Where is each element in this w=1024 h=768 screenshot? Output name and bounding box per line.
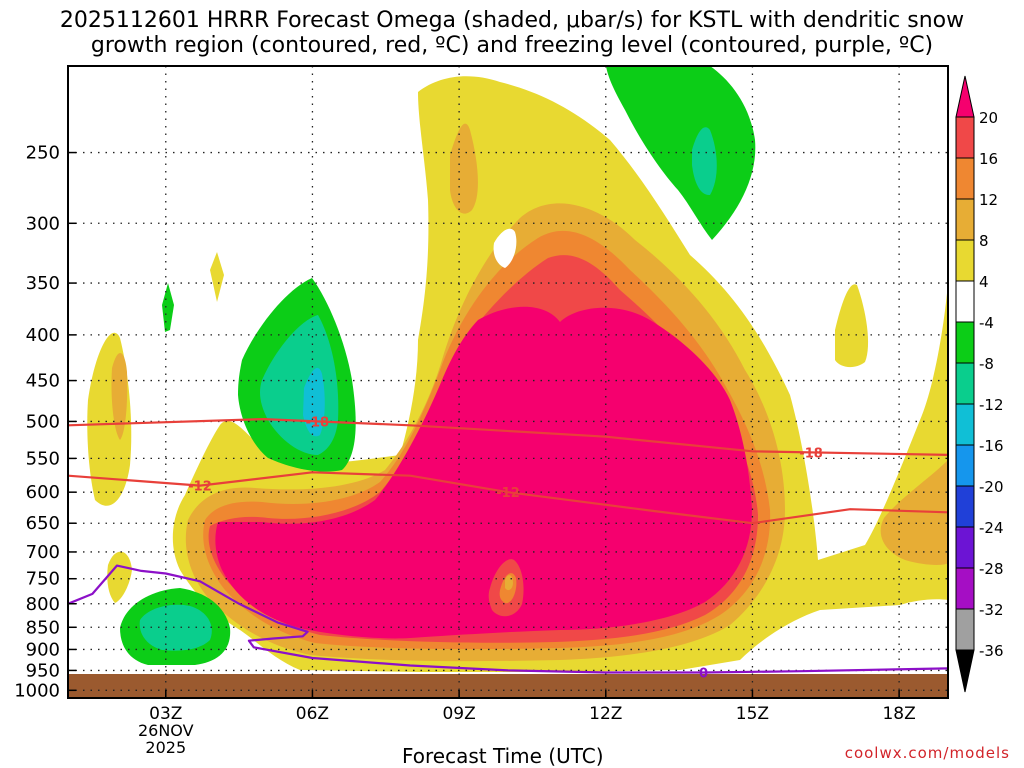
colorbar-label-11: -28 <box>979 560 1004 578</box>
colorbar: 20 16 12 8 4 -4 -8 -12 -16 -20 -24 -28 -32 -36 <box>955 75 1004 693</box>
colorbar-label-1: 16 <box>979 150 998 168</box>
contour-dendritic-minus18 <box>67 418 949 456</box>
contour-label-dendritic-minus12-0: -12 <box>188 480 212 495</box>
colorbar-swatch-2 <box>955 198 975 241</box>
x-axis-title: Forecast Time (UTC) <box>402 744 604 768</box>
colorbar-swatch-12 <box>955 608 975 651</box>
y-axis: 2503003504004505005506006507007508008509… <box>14 143 76 701</box>
x-tick-label-06Z: 06Z <box>296 704 329 724</box>
chart-title-line-2: growth region (contoured, red, ºC) and f… <box>90 33 934 58</box>
y-tick-label-950: 950 <box>26 660 60 681</box>
site-credit[interactable]: coolwx.com/models <box>844 744 1010 762</box>
y-tick-label-400: 400 <box>26 325 60 346</box>
colorbar-top-arrow <box>955 75 975 118</box>
colorbar-label-9: -20 <box>979 478 1004 496</box>
colorbar-swatch-4 <box>955 280 975 323</box>
y-tick-label-550: 550 <box>26 448 60 469</box>
colorbar-label-4: 4 <box>979 273 989 291</box>
colorbar-label-8: -16 <box>979 437 1004 455</box>
y-tick-label-700: 700 <box>26 542 60 563</box>
omega-fill-sub-features <box>488 228 524 617</box>
y-tick-label-500: 500 <box>26 411 60 432</box>
x-tick-label-12Z: 12Z <box>589 704 622 724</box>
colorbar-swatch-0 <box>955 116 975 159</box>
colorbar-swatch-6 <box>955 362 975 405</box>
x-date-label-0: 26NOV <box>138 721 194 740</box>
colorbar-label-0: 20 <box>979 109 998 127</box>
y-tick-label-900: 900 <box>26 639 60 660</box>
contour-label-dendritic-minus18-1: -18 <box>799 446 823 461</box>
colorbar-label-3: 8 <box>979 232 989 250</box>
colorbar-label-7: -12 <box>979 396 1004 414</box>
y-tick-label-650: 650 <box>26 513 60 534</box>
colorbar-label-13: -36 <box>979 642 1004 660</box>
x-tick-label-03Z: 03Z <box>149 704 182 724</box>
colorbar-label-12: -32 <box>979 601 1004 619</box>
contour-freezing-level-0C <box>67 564 949 674</box>
colorbar-swatch-8 <box>955 444 975 487</box>
colorbar-swatch-1 <box>955 157 975 200</box>
omega-fill-gt20 <box>215 306 753 639</box>
colorbar-swatch-3 <box>955 239 975 282</box>
x-tick-label-18Z: 18Z <box>882 704 915 724</box>
colorbar-swatch-5 <box>955 321 975 364</box>
colorbar-label-10: -24 <box>979 519 1004 537</box>
y-tick-label-450: 450 <box>26 371 60 392</box>
plot-area <box>68 66 948 698</box>
colorbar-label-6: -8 <box>979 355 994 373</box>
y-tick-label-300: 300 <box>26 213 60 234</box>
y-tick-label-1000: 1000 <box>14 680 60 701</box>
y-tick-label-800: 800 <box>26 594 60 615</box>
chart-title: 2025112601 HRRR Forecast Omega (shaded, … <box>0 8 1024 58</box>
contour-label-dendritic-minus18-0: -18 <box>306 415 330 430</box>
colorbar-label-5: -4 <box>979 314 994 332</box>
colorbar-swatch-11 <box>955 567 975 610</box>
colorbar-swatch-7 <box>955 403 975 446</box>
y-tick-label-250: 250 <box>26 143 60 164</box>
x-date-label-1: 2025 <box>145 738 186 757</box>
colorbar-swatch-10 <box>955 526 975 569</box>
plot-frame <box>67 65 949 699</box>
contour-label-freezing-level-0C-0: 0 <box>699 666 708 681</box>
surface-ground-band <box>68 674 948 698</box>
grid-lines <box>68 66 948 698</box>
omega-fill-negative <box>120 66 756 665</box>
colorbar-bottom-arrow <box>955 649 975 693</box>
y-tick-label-750: 750 <box>26 569 60 590</box>
y-tick-label-350: 350 <box>26 273 60 294</box>
contour-dendritic-minus12 <box>67 471 949 525</box>
y-tick-label-850: 850 <box>26 617 60 638</box>
chart-title-line-1: 2025112601 HRRR Forecast Omega (shaded, … <box>59 8 965 33</box>
colorbar-label-2: 12 <box>979 191 998 209</box>
contour-layer: -18 -18 -12 -12 0 <box>67 415 949 681</box>
y-tick-label-600: 600 <box>26 482 60 503</box>
x-tick-label-09Z: 09Z <box>442 704 475 724</box>
contour-label-dendritic-minus12-1: -12 <box>496 486 520 501</box>
colorbar-swatch-9 <box>955 485 975 528</box>
x-tick-label-15Z: 15Z <box>736 704 769 724</box>
